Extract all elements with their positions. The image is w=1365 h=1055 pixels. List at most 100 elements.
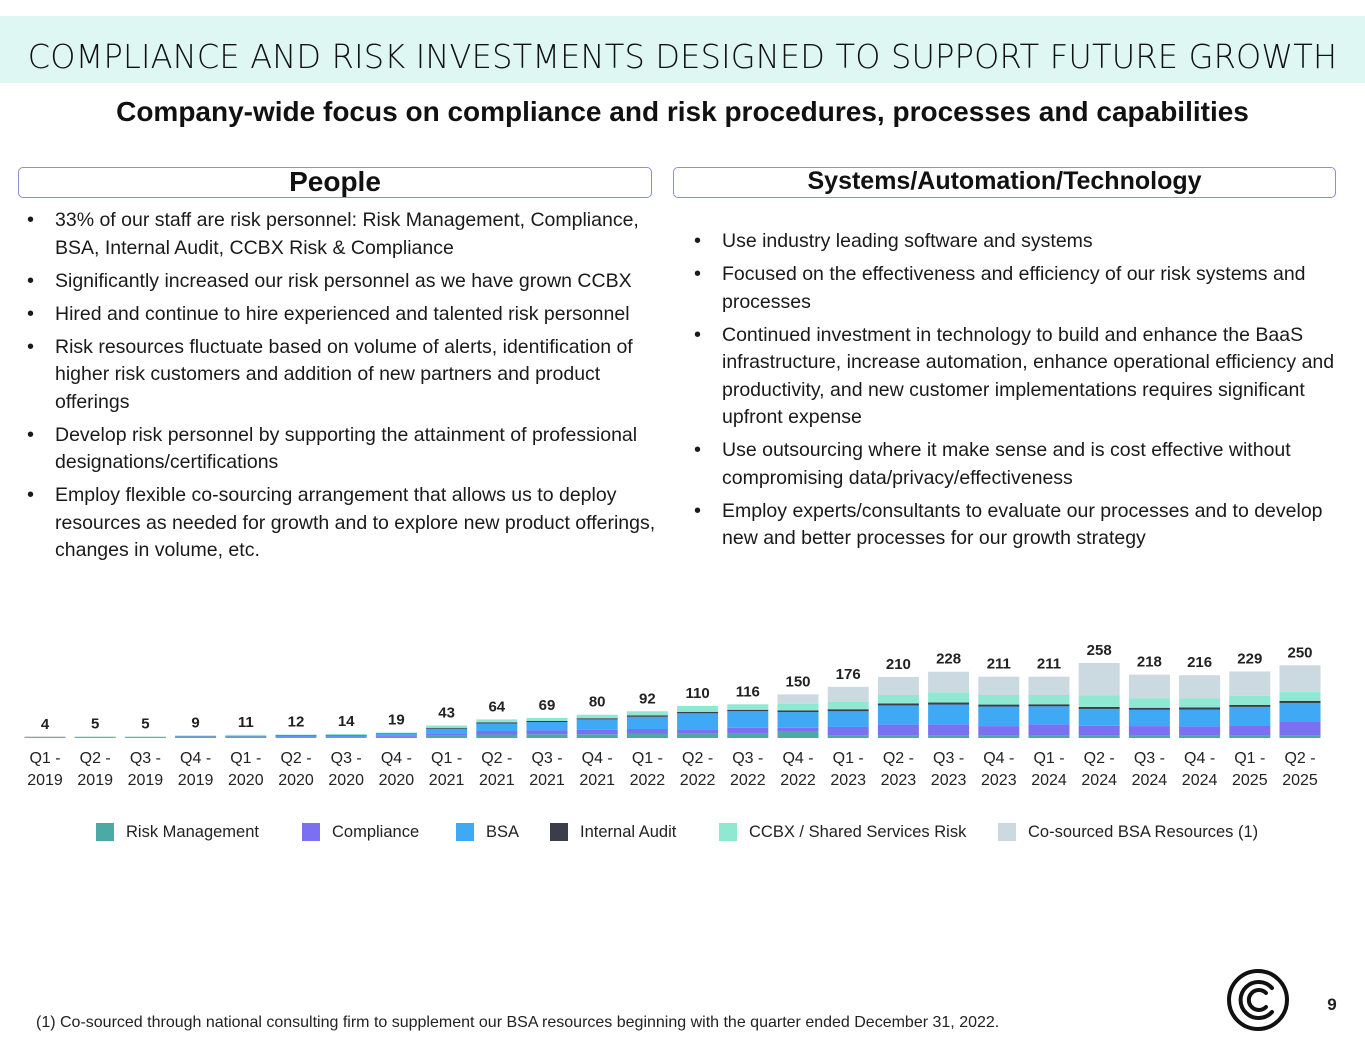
bar-segment-co-sourced-bsa-resources-1 <box>1078 663 1120 696</box>
x-tick-label: Q4 -2020 <box>379 750 415 789</box>
systems-bullet: Employ experts/consultants to evaluate o… <box>689 498 1354 553</box>
bar-segment-bsa <box>325 735 367 737</box>
bar-total-label: 211 <box>987 656 1011 673</box>
bar-segment-internal-audit <box>1028 704 1070 707</box>
x-tick-label: Q4 -2024 <box>1182 750 1218 789</box>
bar-segment-co-sourced-bsa-resources-1 <box>877 676 919 695</box>
bar-total-label: 69 <box>539 697 556 714</box>
bar-segment-bsa <box>727 711 769 728</box>
bar-segment-bsa <box>1229 706 1271 726</box>
bar-segment-bsa <box>777 712 819 728</box>
people-bullet: Develop risk personnel by supporting the… <box>22 422 672 477</box>
bar-segment-ccbx-shared-services-risk <box>325 733 367 736</box>
bar-segment-bsa <box>1279 703 1321 723</box>
x-tick-label: Q1 -2021 <box>429 750 465 789</box>
people-bullet: Hired and continue to hire experienced a… <box>22 301 672 329</box>
bar-segment-compliance <box>576 729 618 735</box>
bar-segment-risk-management <box>1279 735 1321 738</box>
bar-segment-compliance <box>1229 725 1271 736</box>
bar-segment-risk-management <box>777 731 819 738</box>
bar-segment-co-sourced-bsa-resources-1 <box>1229 671 1271 696</box>
bar-segment-bsa <box>1078 708 1120 726</box>
legend-label: CCBX / Shared Services Risk <box>749 822 967 841</box>
bar-segment-internal-audit <box>1128 707 1170 710</box>
legend-item: Compliance <box>302 820 419 844</box>
bar-segment-internal-audit <box>1279 700 1321 704</box>
x-tick-label: Q3 -2022 <box>730 750 766 789</box>
people-bullet: Significantly increased our risk personn… <box>22 268 672 296</box>
bar-total-label: 92 <box>639 690 656 707</box>
bar-segment-risk-management <box>727 733 769 738</box>
bar-segment-compliance <box>1078 725 1120 736</box>
x-tick-label: Q2 -2024 <box>1081 750 1117 789</box>
page-title: COMPLIANCE AND RISK INVESTMENTS DESIGNED… <box>27 37 1338 76</box>
legend-item: Internal Audit <box>550 820 676 844</box>
bar-segment-risk-management <box>476 734 518 738</box>
bar-segment-risk-management <box>1229 735 1271 738</box>
bar-segment-ccbx-shared-services-risk <box>1279 692 1321 701</box>
bar-segment-bsa <box>978 706 1020 727</box>
bar-segment-ccbx-shared-services-risk <box>275 734 317 736</box>
bar-segment-internal-audit <box>978 704 1020 707</box>
bar-segment-internal-audit <box>677 711 719 714</box>
bar-segment-internal-audit <box>476 722 518 724</box>
legend-label: Risk Management <box>126 822 259 841</box>
systems-header: Systems/Automation/Technology <box>673 167 1336 198</box>
bar-segment-bsa <box>526 722 568 731</box>
bar-segment-co-sourced-bsa-resources-1 <box>1028 676 1070 695</box>
legend-swatch <box>96 823 114 841</box>
bar-segment-internal-audit <box>827 709 869 712</box>
bar-segment-bsa <box>275 735 317 737</box>
people-bullet: 33% of our staff are risk personnel: Ris… <box>22 207 672 262</box>
bar-segment-risk-management <box>1028 735 1070 738</box>
bar-total-label: 12 <box>288 714 305 731</box>
people-bullet: Employ flexible co-sourcing arrangement … <box>22 482 672 565</box>
bar-total-label: 14 <box>338 713 355 730</box>
systems-bullet-list: Use industry leading software and system… <box>689 228 1354 558</box>
bar-segment-ccbx-shared-services-risk <box>978 694 1020 705</box>
bar-segment-ccbx-shared-services-risk <box>426 725 468 728</box>
bar-segment-compliance <box>978 726 1020 736</box>
bar-segment-compliance <box>877 724 919 736</box>
bar-segment-risk-management <box>426 735 468 738</box>
footnote: (1) Co-sourced through national consulti… <box>36 1014 1000 1031</box>
page-number: 9 <box>1327 995 1337 1014</box>
bar-segment-risk-management <box>526 734 568 738</box>
legend-label: BSA <box>486 822 520 841</box>
bar-total-label: 218 <box>1137 654 1162 671</box>
bar-total-label: 210 <box>886 656 911 673</box>
bar-total-label: 80 <box>589 694 606 711</box>
chart-legend: Risk Management Compliance BSA Internal Aud… <box>0 820 1365 844</box>
legend-item: CCBX / Shared Services Risk <box>719 820 966 844</box>
bar-segment-ccbx-shared-services-risk <box>928 692 970 703</box>
x-tick-label: Q2 -2021 <box>479 750 515 789</box>
bar-segment-risk-management <box>576 734 618 738</box>
bar-segment-risk-management <box>275 737 317 738</box>
bar-segment-bsa <box>877 705 919 725</box>
bar-segment-compliance <box>526 730 568 735</box>
bar-segment-internal-audit <box>526 720 568 723</box>
bar-segment-bsa <box>827 711 869 727</box>
bar-segment-internal-audit <box>275 735 317 736</box>
legend-swatch <box>719 823 737 841</box>
bar-total-label: 110 <box>685 685 709 702</box>
legend-label: Compliance <box>332 822 420 841</box>
bar-segment-ccbx-shared-services-risk <box>375 732 417 734</box>
x-tick-label: Q1 -2023 <box>830 750 866 789</box>
bar-segment-compliance <box>375 735 417 737</box>
bar-segment-ccbx-shared-services-risk <box>175 735 217 736</box>
bar-total-label: 176 <box>836 666 861 683</box>
x-tick-label: Q2 -2019 <box>77 750 113 789</box>
bar-segment-risk-management <box>978 735 1020 738</box>
bar-segment-bsa <box>476 723 518 732</box>
company-logo-icon <box>1227 969 1289 1031</box>
systems-bullet: Use outsourcing where it make sense and … <box>689 437 1354 492</box>
bar-segment-ccbx-shared-services-risk <box>1078 695 1120 707</box>
bar-segment-internal-audit <box>928 702 970 705</box>
people-bullet-list: 33% of our staff are risk personnel: Ris… <box>22 207 672 570</box>
bar-segment-compliance <box>1179 726 1221 736</box>
bar-segment-bsa <box>576 719 618 730</box>
systems-bullet: Focused on the effectiveness and efficie… <box>689 261 1354 316</box>
bar-total-label: 116 <box>736 683 760 700</box>
bar-segment-risk-management <box>375 736 417 738</box>
